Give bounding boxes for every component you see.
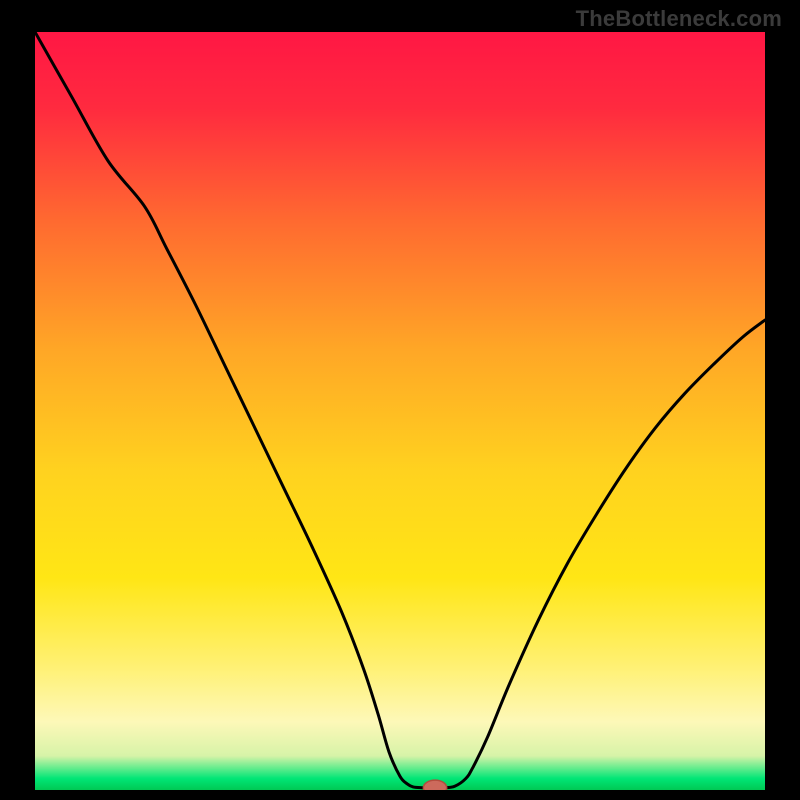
gradient-background <box>35 32 765 790</box>
watermark-text: TheBottleneck.com <box>576 6 782 32</box>
chart-stage: TheBottleneck.com <box>0 0 800 800</box>
minimum-marker <box>423 780 446 790</box>
bottleneck-curve-chart <box>35 32 765 790</box>
